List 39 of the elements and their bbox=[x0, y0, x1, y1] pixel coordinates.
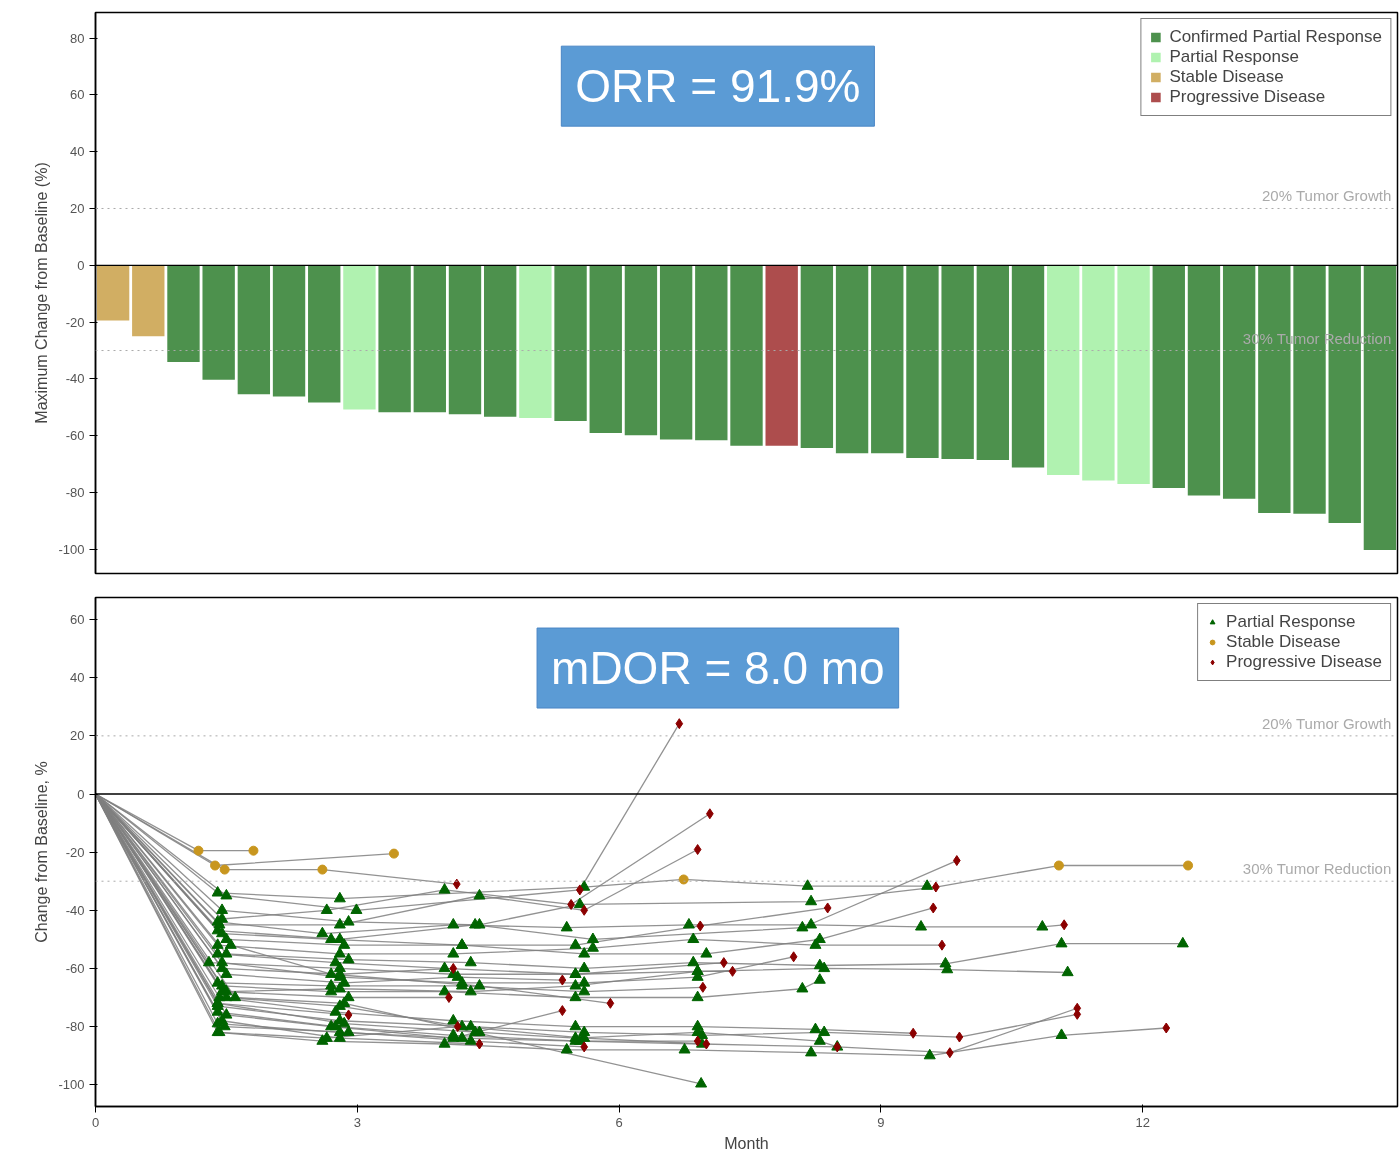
y-tick-label: -100 bbox=[58, 1077, 85, 1093]
legend-label: Progressive Disease bbox=[1169, 87, 1326, 107]
y-tick-label: 0 bbox=[77, 257, 85, 273]
legend-label: Partial Response bbox=[1169, 47, 1299, 67]
y-tick-label: -20 bbox=[65, 314, 85, 330]
legend-label: Confirmed Partial Response bbox=[1169, 27, 1382, 47]
y-tick-label: 40 bbox=[70, 670, 85, 686]
y-tick-label: 0 bbox=[77, 786, 85, 802]
legend-label: Progressive Disease bbox=[1226, 652, 1382, 672]
y-tick-label: 60 bbox=[70, 87, 85, 103]
y-tick-label: -100 bbox=[58, 541, 85, 557]
y-tick-label: -80 bbox=[65, 485, 85, 501]
x-tick-label: 6 bbox=[615, 1114, 623, 1130]
x-tick-label: 9 bbox=[877, 1114, 885, 1130]
x-tick-label: 0 bbox=[91, 1114, 100, 1130]
x-axis-title: Month bbox=[724, 1134, 769, 1152]
y-tick-label: 80 bbox=[70, 30, 85, 46]
y-tick-label: -40 bbox=[65, 371, 85, 387]
y-tick-label: -40 bbox=[65, 902, 85, 918]
y-tick-label: -60 bbox=[65, 960, 85, 976]
y-axis-title: Change from Baseline, % bbox=[33, 761, 51, 943]
y-tick-label: 20 bbox=[70, 728, 85, 744]
annotation: ORR = 91.9% bbox=[575, 60, 861, 113]
annotation: mDOR = 8.0 mo bbox=[551, 642, 885, 695]
y-axis-title: Maximum Change from Baseline (%) bbox=[33, 162, 51, 424]
x-tick-label: 3 bbox=[353, 1114, 361, 1130]
y-tick-label: -80 bbox=[65, 1019, 85, 1035]
y-tick-label: 60 bbox=[70, 612, 85, 628]
y-tick-label: 40 bbox=[70, 144, 85, 160]
legend-label: Partial Response bbox=[1226, 612, 1356, 632]
ref-line-label: 30% Tumor Reduction bbox=[1242, 860, 1392, 878]
legend-label: Stable Disease bbox=[1226, 632, 1341, 652]
y-tick-label: -20 bbox=[65, 844, 85, 860]
ref-line-label: 20% Tumor Growth bbox=[1262, 714, 1392, 732]
y-tick-label: 20 bbox=[70, 200, 85, 216]
ref-line-label: 20% Tumor Growth bbox=[1262, 187, 1392, 205]
x-tick-label: 12 bbox=[1135, 1114, 1150, 1130]
legend-label: Stable Disease bbox=[1169, 67, 1284, 87]
y-tick-label: -60 bbox=[65, 428, 85, 444]
